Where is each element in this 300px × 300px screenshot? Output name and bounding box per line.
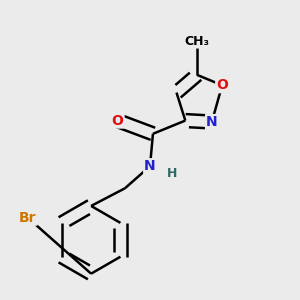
Text: N: N: [144, 159, 156, 173]
Text: CH₃: CH₃: [184, 34, 210, 48]
Text: O: O: [112, 114, 124, 128]
Text: H: H: [167, 167, 177, 180]
Text: O: O: [216, 78, 228, 92]
Text: Br: Br: [19, 211, 37, 225]
Text: N: N: [206, 115, 218, 129]
